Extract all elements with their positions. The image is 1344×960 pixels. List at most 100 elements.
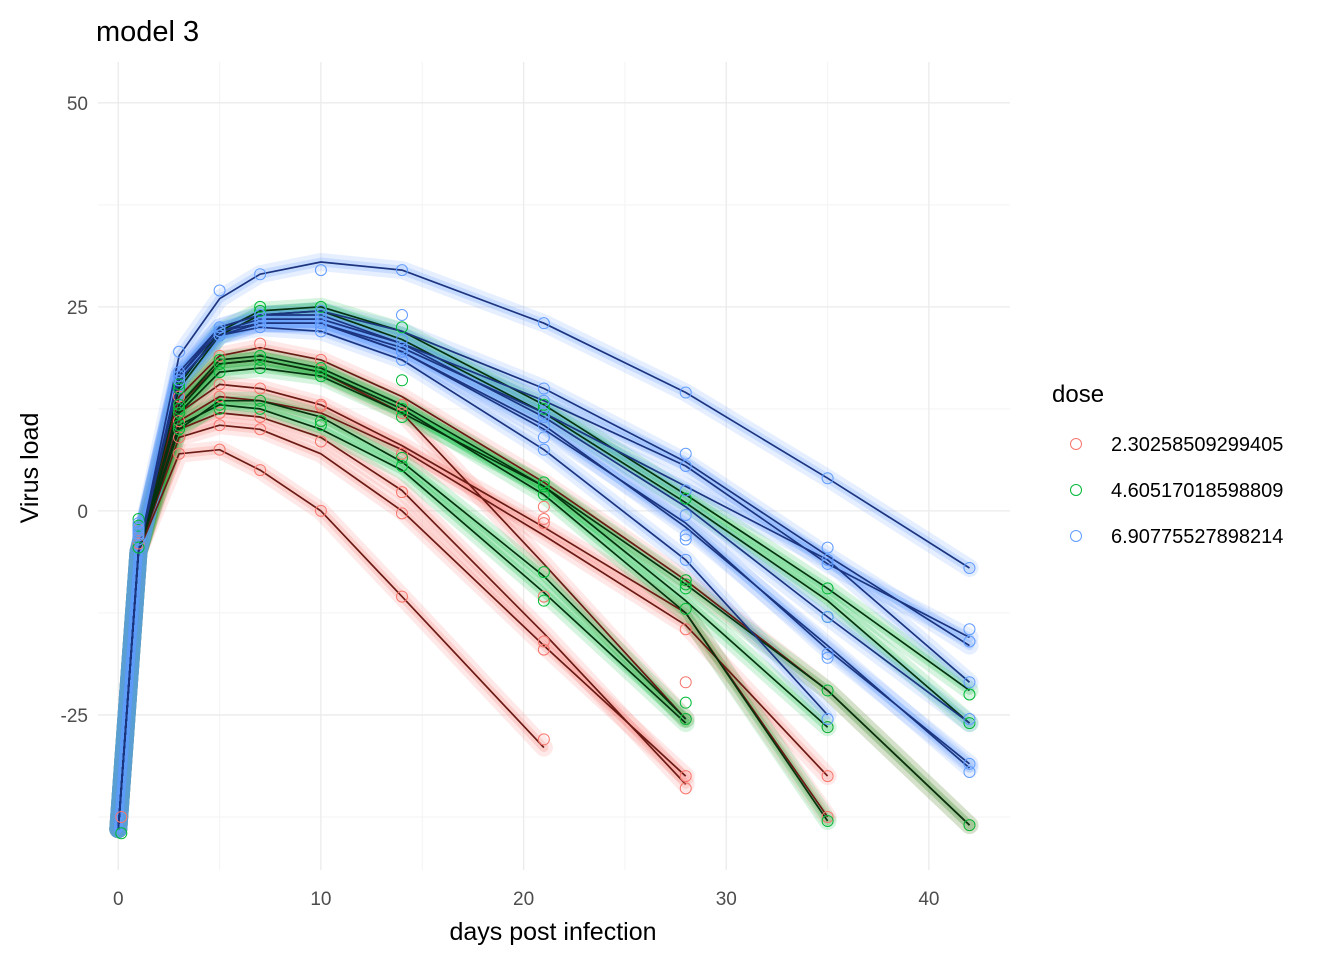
data-point <box>396 353 408 366</box>
data-point <box>254 394 267 407</box>
data-point <box>314 353 327 366</box>
data-point <box>254 313 267 326</box>
data-point <box>173 398 186 411</box>
data-point <box>537 402 550 415</box>
data-point <box>314 304 327 317</box>
data-point <box>537 476 550 489</box>
data-point <box>254 411 267 424</box>
data-point <box>963 676 976 689</box>
data-point <box>821 651 834 664</box>
legend-label: 6.90775527898214 <box>1111 526 1283 548</box>
fitted-line <box>117 346 971 830</box>
data-point <box>537 517 550 530</box>
data-point <box>213 390 226 403</box>
data-point <box>821 721 834 734</box>
x-tick-label: 40 <box>918 889 939 910</box>
data-point <box>679 574 692 587</box>
data-point <box>679 529 692 542</box>
y-tick-label: 25 <box>67 298 88 319</box>
data-point <box>254 382 267 395</box>
data-point <box>396 402 408 415</box>
data-point <box>679 770 692 783</box>
data-point <box>537 317 550 330</box>
data-point <box>314 370 327 383</box>
legend: dose 2.30258509299405 4.60517018598809 6.9… <box>1052 381 1283 548</box>
data-point <box>213 419 226 432</box>
data-point <box>396 486 408 499</box>
data-point <box>821 610 834 623</box>
data-point <box>679 533 692 546</box>
data-point <box>396 460 408 472</box>
fitted-line <box>117 403 687 830</box>
data-point <box>537 419 550 432</box>
data-point <box>314 415 327 428</box>
data-point <box>537 406 550 419</box>
data-point <box>537 443 550 456</box>
data-point <box>821 815 834 828</box>
data-point <box>396 411 408 424</box>
data-point <box>314 435 327 448</box>
data-point <box>173 406 186 419</box>
data-point <box>679 553 692 566</box>
legend-key <box>1070 484 1082 496</box>
data-point <box>679 676 692 689</box>
data-point <box>821 713 834 726</box>
data-point <box>314 264 327 277</box>
data-point <box>314 313 327 326</box>
data-point <box>963 562 976 575</box>
data-point <box>963 688 976 701</box>
data-point <box>679 582 692 595</box>
data-point <box>537 635 550 648</box>
observed-points <box>115 264 976 840</box>
data-point <box>314 419 327 432</box>
chart-title: model 3 <box>96 16 199 48</box>
fitted-lines <box>117 261 971 830</box>
data-point <box>254 464 267 477</box>
data-point <box>679 386 692 399</box>
data-point <box>254 317 267 330</box>
data-point <box>821 647 834 660</box>
legend-label: 4.60517018598809 <box>1111 480 1283 502</box>
data-point <box>254 402 267 415</box>
data-point <box>254 362 267 375</box>
fitted-line <box>117 448 545 830</box>
data-point <box>173 345 186 358</box>
data-point <box>396 374 408 387</box>
data-point <box>537 643 550 656</box>
data-point <box>821 810 834 823</box>
data-point <box>537 480 550 493</box>
data-point <box>679 484 692 497</box>
data-point <box>963 713 976 726</box>
data-point <box>173 415 186 428</box>
minor-gridlines <box>98 62 1010 870</box>
data-point <box>132 513 145 526</box>
data-point <box>173 402 186 415</box>
data-point <box>213 366 226 379</box>
legend-key <box>1070 438 1082 450</box>
data-point <box>537 500 550 513</box>
data-point <box>254 321 267 334</box>
data-point <box>254 349 267 362</box>
fitted-line <box>117 354 971 830</box>
data-point <box>396 447 408 460</box>
data-point <box>213 443 226 456</box>
data-point <box>132 527 145 540</box>
data-point <box>821 770 834 783</box>
data-point <box>537 590 550 603</box>
y-axis-tick-labels: -25 0 25 50 <box>61 94 88 727</box>
data-point <box>115 810 128 823</box>
data-point <box>396 590 408 603</box>
data-point <box>132 522 145 535</box>
data-point <box>254 268 267 281</box>
data-point <box>314 362 327 375</box>
data-point <box>254 309 267 322</box>
data-point <box>396 309 408 322</box>
x-tick-label: 0 <box>113 889 124 910</box>
x-axis-tick-labels: 0 10 20 30 40 <box>113 889 940 910</box>
data-point <box>537 594 550 607</box>
data-point <box>963 717 976 730</box>
data-point <box>132 525 145 538</box>
data-point <box>963 819 976 832</box>
data-point <box>132 541 145 554</box>
data-point <box>963 623 976 636</box>
